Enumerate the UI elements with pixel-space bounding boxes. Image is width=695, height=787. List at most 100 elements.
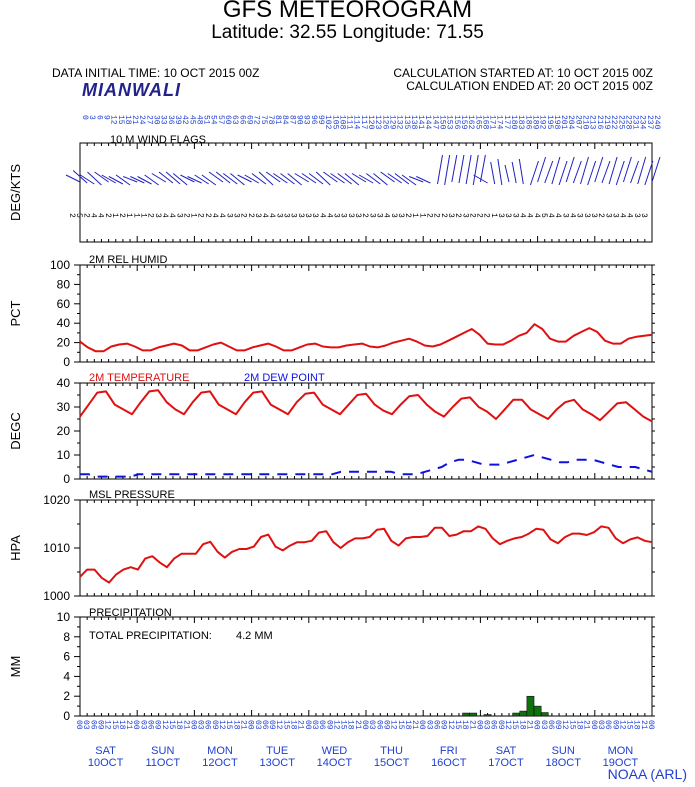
wind-speed-label: 3 [396,213,405,218]
wind-flag [497,158,503,186]
y-tick-label: 20 [57,424,71,438]
wind-speed-label: 4 [382,213,391,218]
bottom-hour-label: 06 [432,720,441,730]
top-hour-label: 240 [652,115,661,130]
bottom-hour-label: 12 [389,720,398,730]
bottom-hour-label: 15 [224,720,233,730]
wind-flag [472,154,479,186]
wind-flag [294,173,310,183]
wind-speed-label: 3 [639,213,648,218]
wind-flag [587,160,597,186]
dew-point-line [80,454,653,478]
wind-flag [172,173,188,186]
y-tick-label: 1020 [43,493,70,507]
wind-speed-label: 4 [324,213,333,218]
top-hour-label: 207 [573,115,582,130]
temperature-legend: 2M TEMPERATURE [89,372,189,384]
wind-flag [373,173,388,186]
wind-speed-label: 3 [560,213,569,218]
wind-flag [158,171,174,184]
dew-point-legend: 2M DEW POINT [244,372,325,384]
wind-flag [287,173,302,186]
top-hour-label: 156 [452,115,461,130]
top-hour-label: 15 [116,115,125,125]
precip-bar [483,714,492,717]
y-tick-label: 40 [57,316,71,330]
wind-flag [223,173,238,185]
bottom-hour-label: 03 [196,720,205,730]
wind-speed-label: 3 [446,213,455,218]
day-of-week-label: MON [608,745,634,757]
wind-speed-label: 2 [103,213,112,218]
wind-flag [94,171,109,183]
wind-flag [644,160,654,186]
wind-speed-label: 1 [131,213,140,218]
top-hour-label: 204 [566,115,575,130]
y-tick-label: 8 [63,630,70,644]
wind-flag [511,161,517,184]
bottom-hour-label: 18 [346,720,355,730]
y-axis-label: HPA [8,535,23,561]
top-hour-label: 39 [173,115,182,125]
wind-flag [451,154,458,183]
top-hour-label: 231 [631,115,640,130]
wind-flag [351,173,367,183]
wind-speed-label: 2 [403,213,412,218]
bottom-hour-label: 12 [560,720,569,730]
wind-flag [130,176,145,184]
top-hour-label: 216 [595,115,604,130]
wind-flag [479,154,486,183]
bottom-hour-label: 21 [181,720,190,730]
wind-panel-frame [79,142,653,243]
calculation-ended: CALCULATION ENDED AT: 20 OCT 2015 00Z [406,79,653,93]
wind-flag [365,173,381,185]
top-hour-label: 96 [309,115,318,125]
bottom-hour-label: 15 [625,720,634,730]
wind-speed-label: 3 [282,213,291,218]
top-hour-label: 69 [244,115,253,125]
precip-bar [540,712,549,717]
precip-bar [512,712,520,717]
wind-speed-label: 3 [610,213,619,218]
top-hour-label: 51 [202,115,211,125]
bottom-hour-label: 18 [460,720,469,730]
bottom-hour-label: 09 [324,720,333,730]
top-hour-label: 45 [187,115,196,125]
bottom-hour-label: 15 [396,720,405,730]
bottom-hour-label: 21 [524,720,533,730]
wind-flag [230,173,245,186]
wind-flag [565,156,575,183]
y-tick-label: 30 [57,400,71,414]
wind-flag [622,156,632,183]
top-hour-label: 78 [266,115,275,125]
wind-speed-label: 3 [510,213,519,218]
bottom-hour-label: 18 [289,720,298,730]
wind-speed-label: 3 [303,213,312,218]
bottom-hour-label: 06 [546,720,555,730]
wind-speed-label: 1 [417,213,426,218]
bottom-hour-label: 12 [217,720,226,730]
wind-speed-label: 3 [496,213,505,218]
y-tick-label: 80 [57,277,71,291]
wind-speed-label: 2 [482,213,491,218]
wind-flag [380,171,395,183]
top-hour-label: 54 [209,115,218,125]
bottom-hour-label: 09 [381,720,390,730]
wind-flag [544,160,554,184]
wind-flag [258,171,274,186]
total-precipitation-label: TOTAL PRECIPITATION: [89,630,212,642]
y-tick-label: 1000 [43,589,70,603]
top-hour-label: 129 [387,115,396,130]
wind-flag [65,174,81,183]
y-tick-label: 0 [63,355,70,369]
top-hour-label: 138 [409,115,418,130]
wind-speed-label: 3 [339,213,348,218]
pressure-line [79,525,653,584]
y-tick-label: 100 [50,258,70,272]
precip-bar [469,712,478,717]
date-label: 15OCT [374,757,410,769]
bottom-hour-label: 21 [410,720,419,730]
wind-speed-label: 2 [203,213,212,218]
wind-speed-label: 4 [160,213,169,218]
bottom-hour-label: 15 [281,720,290,730]
